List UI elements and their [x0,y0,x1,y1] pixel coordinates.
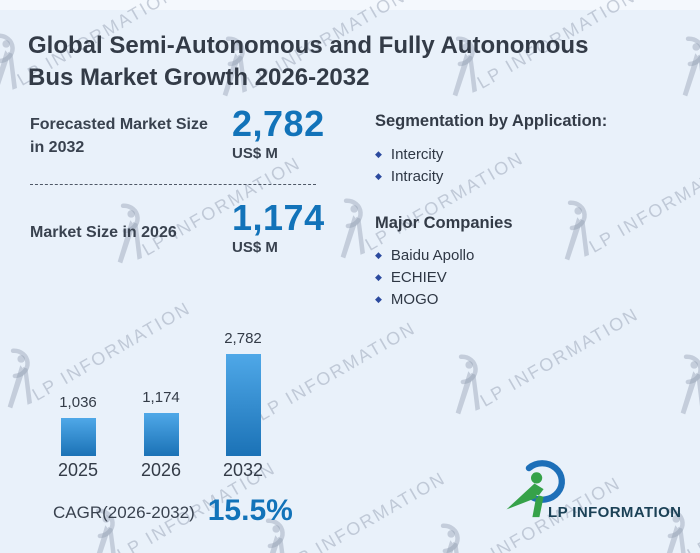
list-item: ◆ ECHIEV [375,266,474,288]
cagr-value: 15.5% [207,494,293,527]
page-title: Global Semi-Autonomous and Fully Autonom… [28,30,588,94]
lp-logo-watermark-icon [340,198,365,259]
list-item: ◆ Intercity [375,143,443,165]
current-size-label: Market Size in 2026 [30,224,177,241]
dashed-divider [30,184,316,185]
diamond-bullet-icon: ◆ [375,271,382,282]
bar-year-label: 2025 [57,460,99,480]
lp-logo-watermark-icon [0,33,17,90]
list-item: ◆ Intracity [375,165,443,187]
page-title-line1: Global Semi-Autonomous and Fully Autonom… [28,32,589,59]
current-size-value: 1,174 US$ M [232,197,325,257]
diamond-bullet-icon: ◆ [375,148,382,159]
list-item-label: Baidu Apollo [390,246,475,264]
top-strip [0,0,700,10]
lp-information-logo-text: LP INFORMATION [548,504,682,521]
diamond-bullet-icon: ◆ [375,293,382,304]
bar [143,413,179,456]
lp-logo-watermark-icon [564,200,589,261]
page-title-line2: Bus Market Growth 2026-2032 [28,64,370,91]
diamond-bullet-icon: ◆ [375,249,382,260]
watermark-text: LP INFORMATION [585,149,700,257]
forecast-size-value: 2,782 US$ M [232,103,325,163]
cagr-row: CAGR(2026-2032) 15.5% [53,495,293,527]
forecast-size-number: 2,782 [232,103,325,144]
lp-logo-watermark-icon [680,354,700,415]
bar-group-2025: 1,036 2025 [37,394,119,480]
lp-information-logo: LP INFORMATION [503,452,693,532]
cagr-label: CAGR(2026-2032) [53,503,195,522]
list-item-label: Intracity [390,167,444,185]
segmentation-heading: Segmentation by Application: [375,112,608,130]
current-size-number: 1,174 [232,197,325,238]
bar-year-label: 2032 [222,460,264,480]
diamond-bullet-icon: ◆ [375,170,382,181]
bar-group-2032: 2,782 2032 [202,330,284,480]
list-item-label: ECHIEV [390,268,447,286]
bar-value-label: 1,036 [59,394,97,411]
lp-logo-watermark-icon [455,354,480,415]
lp-logo-watermark-icon [682,36,700,97]
bar-chart: 1,036 2025 1,174 2026 2,782 2032 [0,325,330,480]
lp-information-logo-icon [506,460,565,518]
lp-logo-watermark-icon [440,523,460,553]
list-item-label: Intercity [390,145,444,163]
forecast-size-unit: US$ M [232,145,278,162]
segmentation-list: ◆ Intercity ◆ Intracity [375,143,443,187]
list-item-label: MOGO [390,290,439,308]
watermark-text: LP INFORMATION [283,467,450,553]
bar-group-2026: 1,174 2026 [120,389,202,480]
bar-year-label: 2026 [140,460,182,480]
bar [60,418,96,456]
bar-value-label: 2,782 [224,330,262,347]
watermark-text: LP INFORMATION [476,303,643,411]
forecast-size-label: Forecasted Market Size in 2032 [30,116,208,156]
bar-value-label: 1,174 [142,389,180,406]
list-item: ◆ MOGO [375,288,474,310]
list-item: ◆ Baidu Apollo [375,244,474,266]
bar [225,354,261,456]
companies-list: ◆ Baidu Apollo ◆ ECHIEV ◆ MOGO [375,244,474,310]
companies-heading: Major Companies [375,214,513,232]
current-size-unit: US$ M [232,239,278,256]
